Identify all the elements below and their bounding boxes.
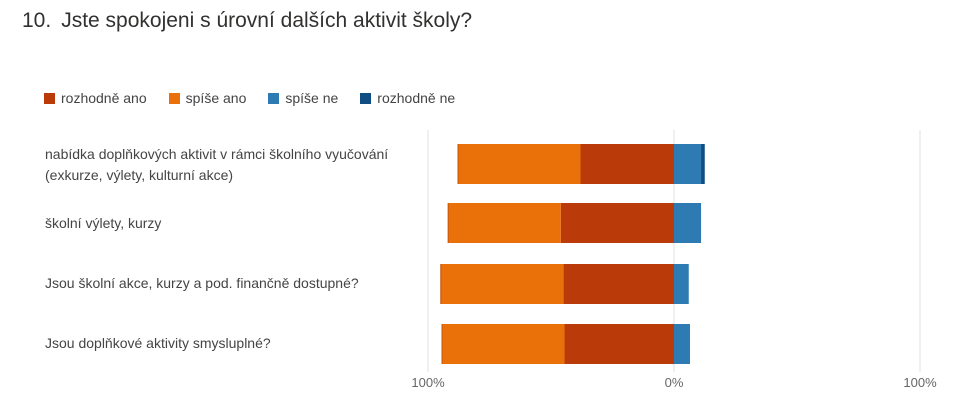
- bar-segment[interactable]: [564, 324, 674, 364]
- bar-segment[interactable]: [674, 324, 690, 364]
- legend-item-spise-ano[interactable]: spíše ano: [168, 90, 247, 106]
- category-label: Jsou doplňkové aktivity smysluplné?: [45, 335, 271, 351]
- legend-label: spíše ne: [285, 90, 339, 106]
- legend-label: spíše ano: [185, 90, 247, 106]
- legend-label: rozhodně ne: [377, 90, 456, 106]
- legend-swatch: [44, 92, 55, 104]
- bar-segment[interactable]: [580, 144, 674, 184]
- category-label: Jsou školní akce, kurzy a pod. finančně …: [45, 275, 359, 291]
- bar-segment[interactable]: [441, 324, 565, 364]
- legend-swatch: [168, 92, 180, 104]
- legend-item-rozhodne-ne[interactable]: rozhodně ne: [360, 90, 455, 106]
- legend-item-spise-ne[interactable]: spíše ne: [268, 90, 338, 106]
- question-title: Jste spokojeni s úrovní dalších aktivit …: [61, 9, 473, 32]
- bar-segment[interactable]: [440, 264, 564, 304]
- bar-segment[interactable]: [701, 144, 705, 184]
- x-tick-label: 0%: [665, 375, 684, 390]
- bar-segment[interactable]: [674, 264, 689, 304]
- legend-label: rozhodně ano: [61, 90, 147, 106]
- bar-segment[interactable]: [457, 144, 581, 184]
- chart-legend: rozhodně ano spíše ano spíše ne rozhodně…: [44, 90, 477, 106]
- bar-segment[interactable]: [447, 203, 561, 243]
- legend-swatch: [360, 92, 372, 104]
- category-label: nabídka doplňkových aktivit v rámci škol…: [45, 146, 389, 183]
- legend-item-rozhodne-ano[interactable]: rozhodně ano: [44, 90, 147, 106]
- question-heading: 10. Jste spokojeni s úrovní dalších aktiv…: [22, 9, 472, 33]
- bar-segment[interactable]: [563, 264, 674, 304]
- x-tick-label: 100%: [903, 375, 937, 390]
- category-label: školní výlety, kurzy: [45, 215, 162, 231]
- bar-segment[interactable]: [560, 203, 674, 243]
- question-number: 10.: [22, 9, 52, 32]
- bar-segment[interactable]: [674, 203, 702, 243]
- legend-swatch: [268, 92, 280, 104]
- x-tick-label: 100%: [411, 375, 445, 390]
- bar-segment[interactable]: [674, 144, 702, 184]
